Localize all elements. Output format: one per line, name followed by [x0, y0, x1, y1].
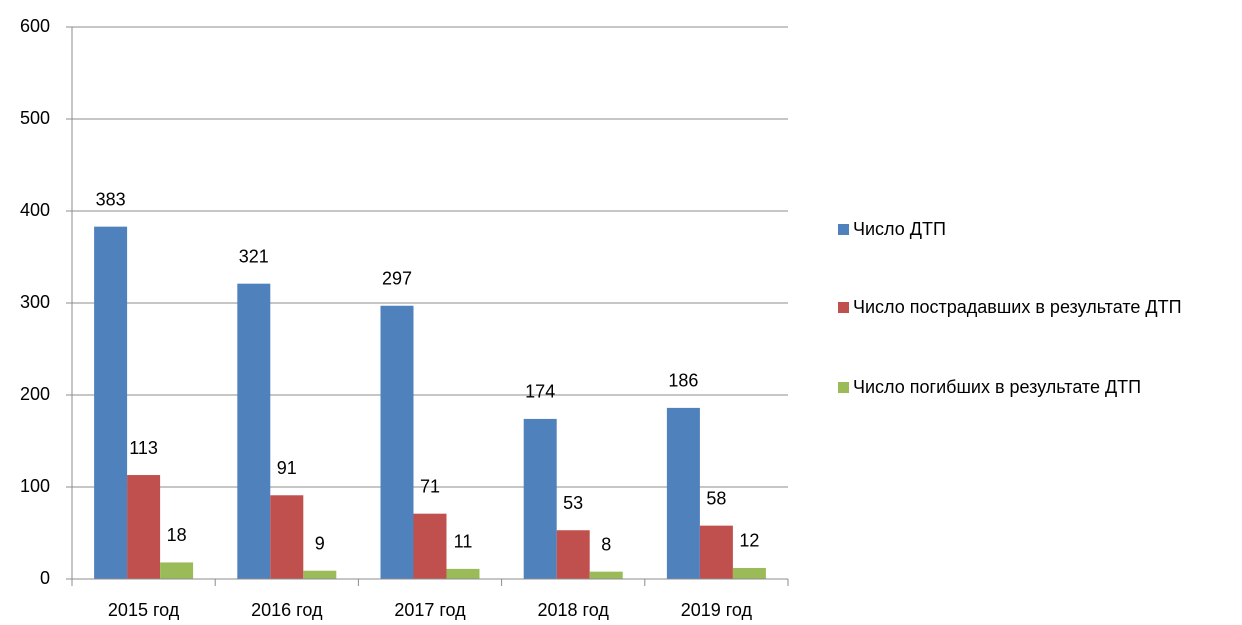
data-label: 8: [601, 534, 611, 554]
legend-swatch: [838, 302, 849, 313]
bar: [127, 475, 161, 579]
x-tick-label: 2015 год: [108, 600, 180, 620]
data-label: 186: [668, 371, 698, 391]
x-tick-label: 2016 год: [251, 600, 323, 620]
bar: [589, 571, 623, 579]
legend-swatch: [838, 224, 849, 235]
bar: [160, 562, 194, 579]
bar: [237, 283, 271, 579]
legend-item: Число погибших в результате ДТП: [838, 374, 1238, 400]
data-label: 383: [96, 189, 126, 209]
data-label: 18: [167, 525, 187, 545]
legend-label: Число погибших в результате ДТП: [853, 377, 1142, 397]
data-label: 12: [739, 531, 759, 551]
x-tick-label: 2017 год: [394, 600, 466, 620]
y-tick-label: 200: [20, 384, 50, 404]
bar: [446, 568, 480, 579]
bar: [523, 418, 557, 579]
data-label: 174: [525, 382, 555, 402]
bar: [380, 305, 414, 579]
y-tick-label: 400: [20, 200, 50, 220]
data-label: 91: [277, 458, 297, 478]
data-label: 71: [420, 476, 440, 496]
y-tick-label: 0: [40, 568, 50, 588]
data-label: 113: [129, 438, 158, 458]
legend-label: Число пострадавших в результате ДТП: [853, 297, 1182, 317]
bar: [556, 530, 590, 579]
data-label: 297: [382, 269, 412, 289]
bar: [699, 525, 733, 579]
legend-label: Число ДТП: [853, 219, 946, 239]
bar: [303, 570, 337, 579]
data-label: 53: [563, 493, 583, 513]
legend-swatch: [838, 382, 849, 393]
y-tick-label: 100: [20, 476, 50, 496]
legend-item: Число ДТП: [838, 216, 1238, 242]
x-tick-label: 2019 год: [681, 600, 753, 620]
data-label: 11: [454, 532, 473, 552]
bar: [666, 407, 700, 579]
legend-item: Число пострадавших в результате ДТП: [838, 294, 1238, 320]
data-label: 9: [315, 533, 325, 553]
bar: [413, 513, 447, 579]
bar: [270, 495, 304, 579]
y-tick-label: 300: [20, 292, 50, 312]
data-label: 58: [706, 488, 726, 508]
data-label: 321: [239, 246, 269, 266]
x-tick-label: 2018 год: [538, 600, 610, 620]
bar: [732, 567, 766, 579]
y-tick-label: 500: [20, 108, 50, 128]
y-tick-label: 600: [20, 16, 50, 36]
bar: [94, 226, 128, 579]
